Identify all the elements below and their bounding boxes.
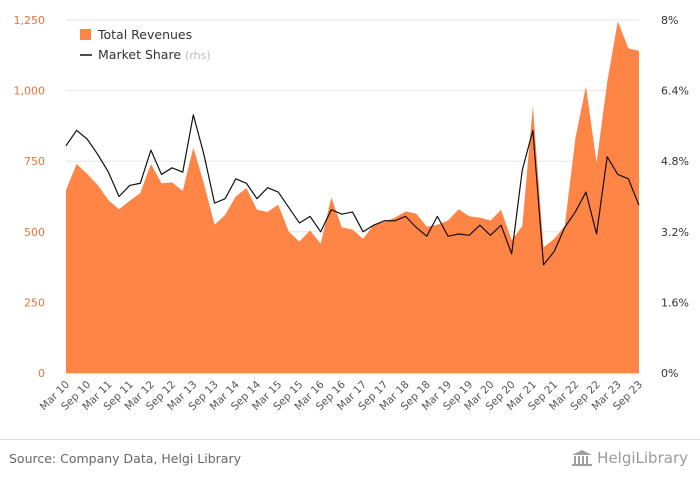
chart: 0 250 500 750 1,000 1,250 0% 1.6% 3.2% 4.8% 6.4% 8… — [14, 14, 689, 413]
y-right-tick-label: 8% — [661, 14, 678, 27]
y-right-tick-label: 0% — [661, 367, 678, 380]
y-right-tick-label: 6.4% — [661, 85, 689, 98]
y-left-tick-label: 500 — [24, 226, 45, 239]
legend-label-market-share: Market Share (rhs) — [98, 47, 211, 62]
y-right-tick-label: 1.6% — [661, 296, 689, 309]
brand-logo: HelgiLibrary — [571, 449, 688, 467]
series-market-share-line — [65, 114, 640, 266]
legend-label-market-share-suffix: (rhs) — [185, 49, 211, 62]
source-note: Source: Company Data, Helgi Library — [9, 451, 242, 466]
y-right-tick-label: 3.2% — [661, 226, 689, 239]
y-left-tick-label: 0 — [38, 367, 45, 380]
legend-label-total-revenues: Total Revenues — [97, 27, 192, 42]
library-building-icon — [572, 450, 593, 466]
y-left-tick-label: 750 — [24, 155, 45, 168]
footer-divider — [0, 439, 700, 440]
brand-name: HelgiLibrary — [597, 449, 688, 467]
y-axis-left: 0 250 500 750 1,000 1,250 — [14, 14, 46, 380]
y-right-tick-label: 4.8% — [661, 155, 689, 168]
legend-swatch-total-revenues — [80, 29, 91, 40]
y-left-tick-label: 1,250 — [14, 14, 46, 27]
series-total-revenues-area — [66, 21, 639, 373]
y-left-tick-label: 1,000 — [14, 85, 46, 98]
y-left-tick-label: 250 — [24, 296, 45, 309]
y-axis-right: 0% 1.6% 3.2% 4.8% 6.4% 8% — [661, 14, 689, 380]
legend: Total Revenues Market Share (rhs) — [80, 27, 211, 62]
